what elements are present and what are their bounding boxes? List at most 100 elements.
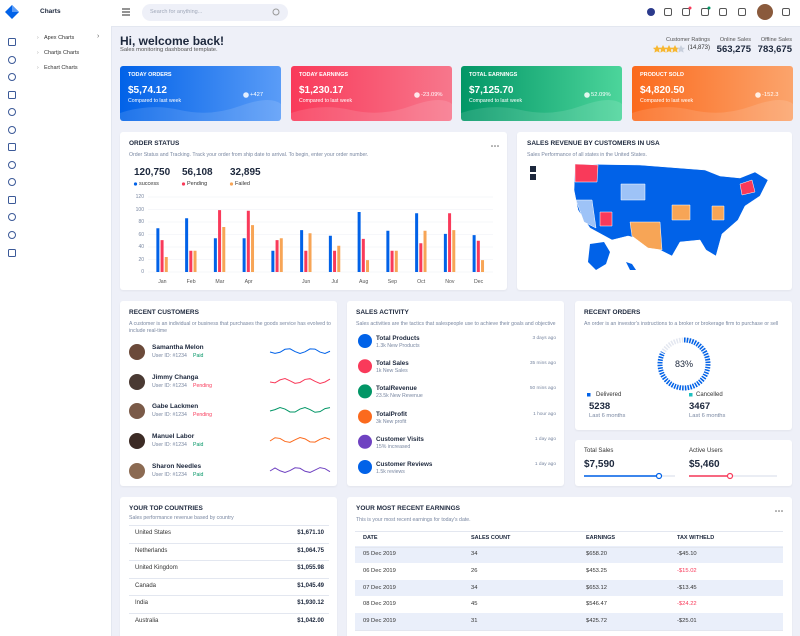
card-value: $7,125.70 — [469, 85, 514, 96]
nav-icon[interactable] — [8, 73, 16, 81]
card-change: -152.3 — [762, 92, 779, 98]
welcome-subtitle: Sales monitoring dashboard template. — [120, 47, 218, 53]
zoom-out[interactable] — [530, 174, 536, 180]
bar — [415, 213, 419, 272]
more-icon[interactable] — [778, 510, 780, 512]
customer-name: Jimmy Changa — [152, 374, 199, 381]
mail-icon[interactable] — [682, 8, 690, 16]
menu-bullet: › — [37, 35, 39, 41]
activity-time: 1 day ago — [534, 436, 556, 442]
bar — [476, 240, 480, 272]
fullscreen-icon[interactable] — [719, 8, 727, 16]
x-tick-label: Nov — [445, 279, 455, 285]
zoom-in[interactable] — [530, 166, 536, 172]
customer-avatar — [129, 344, 145, 360]
nav-icon[interactable] — [8, 249, 16, 257]
us-state — [575, 199, 597, 229]
card-title: TODAY EARNINGS — [299, 72, 349, 78]
total-label: Active Users — [689, 448, 723, 454]
activity-detail: 1k New Sales — [376, 368, 408, 375]
slider-knob[interactable] — [726, 472, 734, 480]
table-cell: 34 — [471, 584, 478, 591]
activity-detail: 15% increased — [376, 443, 411, 450]
nav-icon[interactable] — [8, 143, 16, 151]
activity-title: TotalRevenue — [376, 385, 417, 393]
activity-title: Customer Reviews — [376, 461, 433, 468]
profile-avatar[interactable] — [757, 4, 773, 20]
table-cell: $425.72 — [586, 618, 607, 625]
more-icon[interactable] — [494, 145, 496, 147]
customer-id: User ID: #1234 — [152, 472, 187, 478]
order-stat-period: Last 6 months — [589, 413, 626, 419]
customer-name: Samantha Melon — [152, 344, 204, 351]
more-icon[interactable] — [491, 145, 493, 147]
nav-icon[interactable] — [8, 213, 16, 221]
rating-star — [670, 45, 680, 53]
search-icon[interactable] — [272, 8, 280, 16]
gauge-arc — [657, 337, 711, 391]
card-value: $4,820.50 — [640, 85, 685, 96]
table-cell: -$13.45 — [677, 584, 697, 591]
menu-toggle[interactable] — [122, 8, 130, 16]
card — [575, 301, 792, 430]
menu-item[interactable]: Echart Charts — [44, 65, 78, 71]
y-tick-label: 60 — [138, 231, 144, 238]
activity-title: TotalProfit — [376, 410, 408, 418]
bar — [189, 250, 193, 272]
activity-time: 35 mins ago — [529, 361, 556, 367]
nav-icon[interactable] — [8, 56, 16, 64]
summary-value: 783,675 — [757, 44, 792, 55]
more-icon[interactable] — [781, 510, 783, 512]
table-row — [129, 560, 329, 579]
nav-icon[interactable] — [8, 91, 16, 99]
x-tick-label: Mar — [215, 279, 225, 285]
menu-bullet: › — [37, 65, 39, 71]
bell-icon[interactable] — [701, 8, 709, 16]
nav-icon[interactable] — [8, 38, 16, 46]
bar — [218, 210, 222, 272]
x-tick-label: Feb — [186, 279, 196, 285]
nav-icon[interactable] — [8, 126, 16, 134]
x-tick-label: Jul — [331, 279, 339, 285]
bar — [308, 233, 312, 272]
table-cell: 05 Dec 2019 — [363, 551, 396, 557]
x-tick-label: Dec — [474, 279, 484, 285]
sparkline — [269, 467, 331, 474]
table-cell: 34 — [471, 551, 478, 557]
bar — [472, 235, 476, 272]
bar — [304, 250, 308, 272]
card-title: RECENT ORDERS — [584, 309, 641, 316]
nav-icon[interactable] — [8, 108, 16, 116]
menu-item[interactable]: Apex Charts — [44, 35, 75, 41]
card-subtitle: Order Status and Tracking. Track your or… — [129, 152, 369, 158]
card-subtitle: Sales performance revenue based by count… — [129, 515, 234, 521]
bar — [366, 260, 370, 272]
bar — [394, 250, 398, 272]
nav-icon[interactable] — [8, 161, 16, 169]
country-name: Netherlands — [135, 547, 168, 554]
flag-icon[interactable] — [647, 8, 655, 16]
card-title: YOUR TOP COUNTRIES — [129, 505, 203, 512]
menu-item[interactable]: Chartjs Charts — [44, 50, 80, 56]
country-revenue: $1,671.10 — [297, 530, 324, 536]
slider-knob[interactable] — [655, 472, 663, 480]
summary-label: Offline Sales — [760, 37, 792, 43]
table-row — [129, 577, 329, 597]
moon-icon[interactable] — [664, 8, 672, 16]
search-input[interactable]: Search for anything... — [150, 9, 203, 15]
legend-dot — [181, 182, 186, 186]
activity-detail: 3k New profit — [376, 418, 407, 425]
more-icon[interactable] — [775, 510, 777, 512]
legend-label: success — [139, 181, 159, 187]
nav-icon[interactable] — [8, 178, 16, 186]
customer-name: Gabe Lackmen — [152, 403, 199, 410]
y-tick-label: 100 — [135, 206, 144, 213]
settings-icon[interactable] — [782, 8, 790, 16]
menu-panel — [32, 0, 112, 636]
nav-icon[interactable] — [8, 231, 16, 239]
card-title: SALES ACTIVITY — [356, 309, 409, 316]
y-tick-label: 20 — [138, 256, 144, 263]
nav-icon[interactable] — [8, 196, 16, 204]
more-icon[interactable] — [497, 145, 499, 147]
menu-icon[interactable] — [738, 8, 746, 16]
